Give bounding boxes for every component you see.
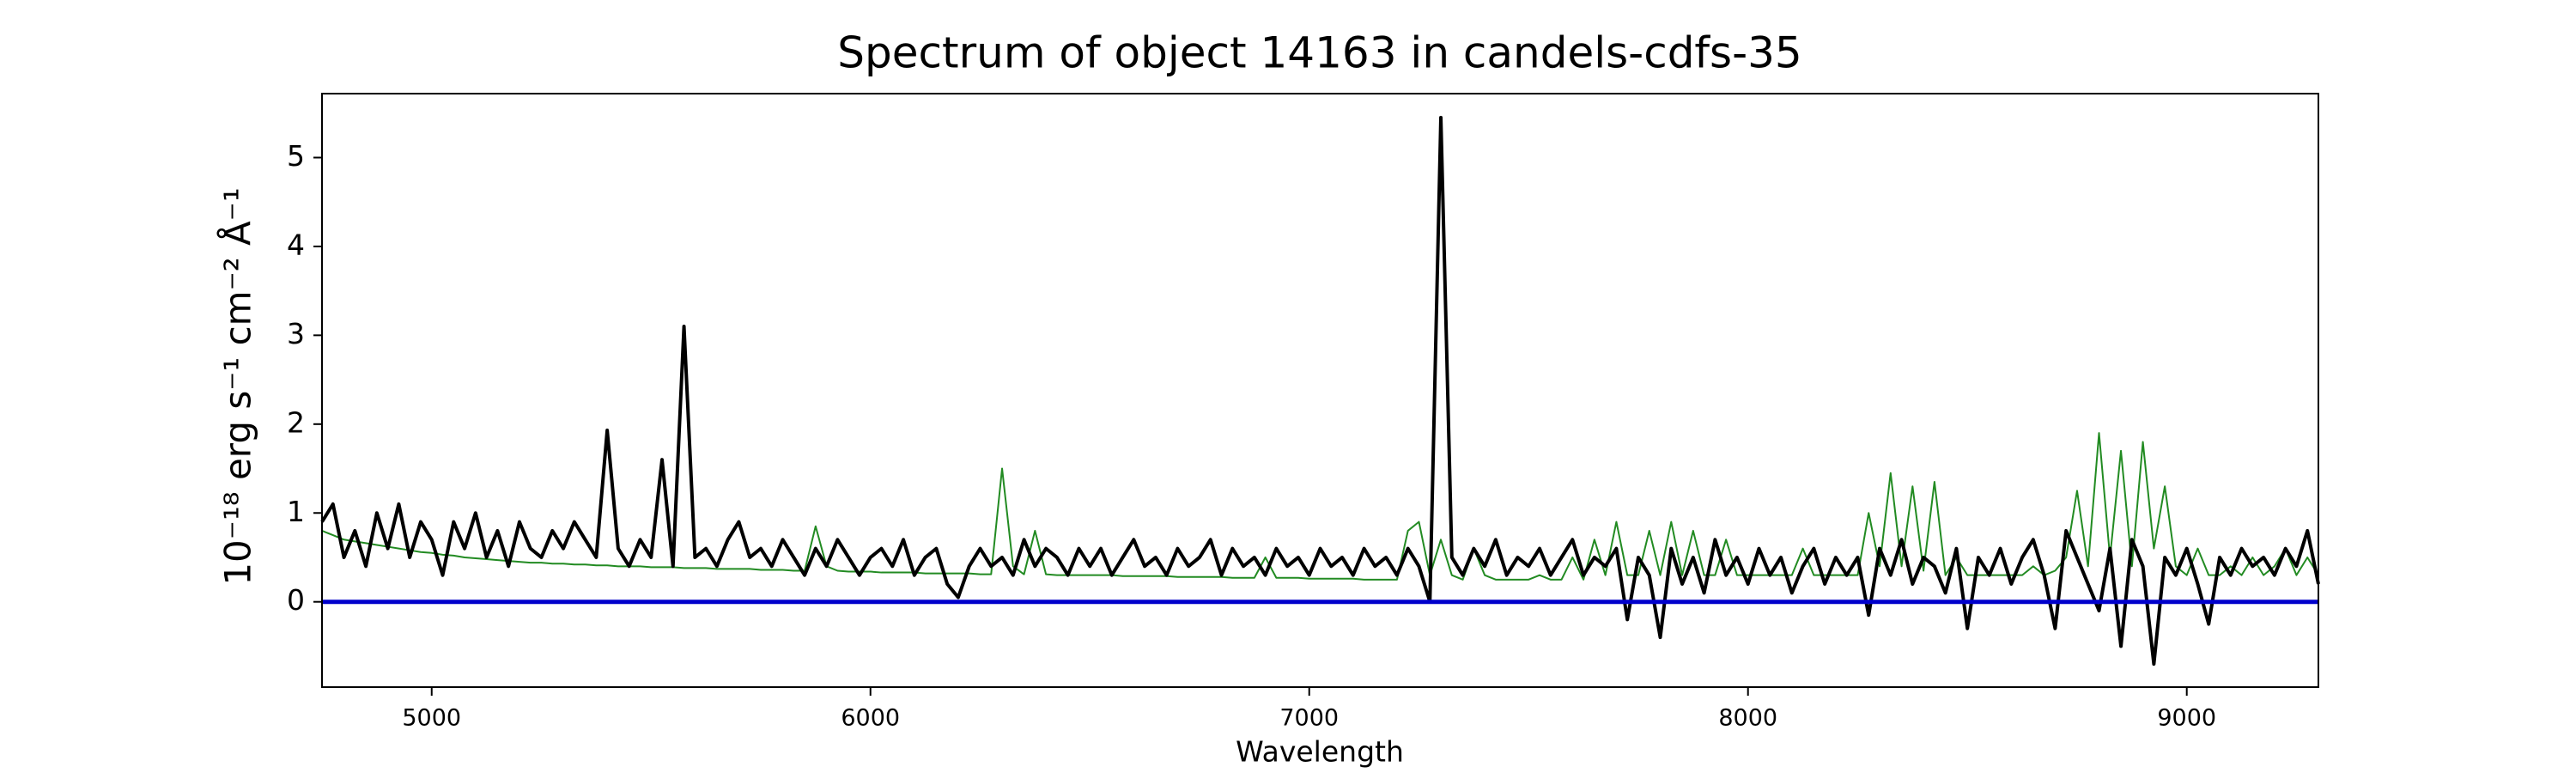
y-axis-label: 10⁻¹⁸ erg s⁻¹ cm⁻² Å⁻¹: [216, 187, 259, 585]
y-tick-label: 0: [287, 583, 305, 617]
y-tick-label: 4: [287, 228, 305, 261]
y-tick-label: 3: [287, 317, 305, 350]
spectrum-line: [321, 432, 2319, 581]
x-tick-label: 7000: [1279, 705, 1339, 732]
x-tick-label: 5000: [402, 705, 461, 732]
y-tick-label: 5: [287, 139, 305, 173]
x-tick-label: 8000: [1718, 705, 1777, 732]
x-axis-label: Wavelength: [1236, 735, 1404, 769]
x-tick-label: 9000: [2157, 705, 2216, 732]
y-tick-label: 1: [287, 495, 305, 528]
chart-title: Spectrum of object 14163 in candels-cdfs…: [837, 28, 1802, 78]
x-tick-label: 6000: [841, 705, 900, 732]
spectrum-line: [320, 115, 2320, 666]
plot-frame: [321, 93, 2319, 688]
y-tick-label: 2: [287, 405, 305, 439]
